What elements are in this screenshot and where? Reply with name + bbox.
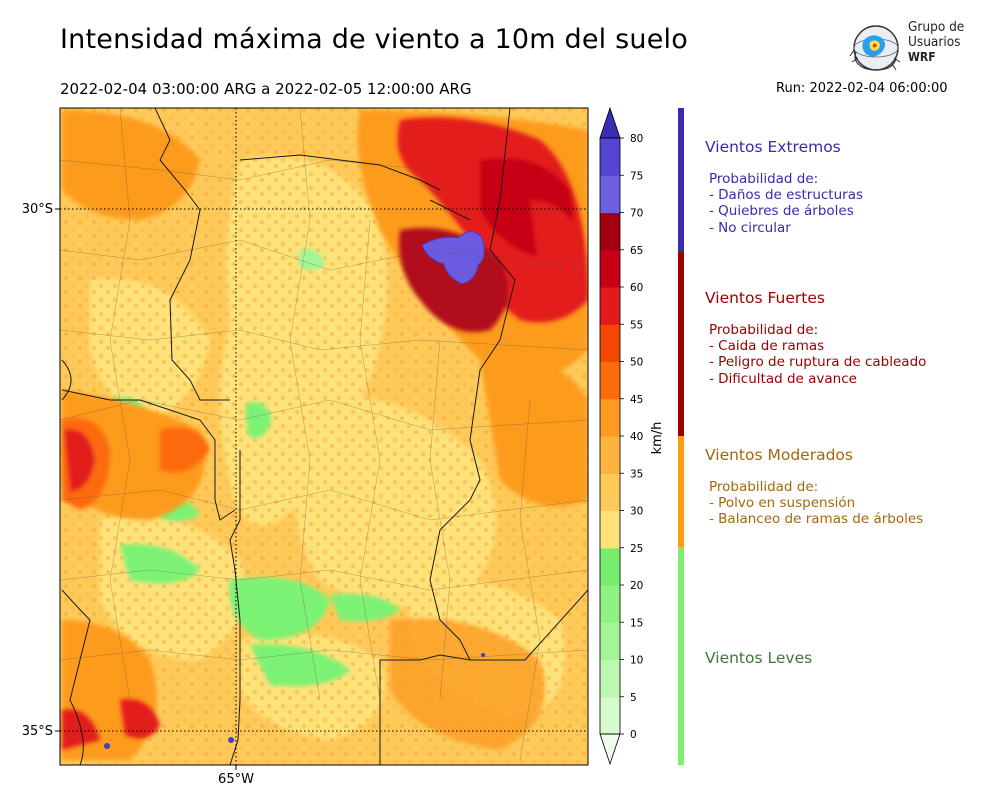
legend-category-title: Vientos Fuertes bbox=[705, 289, 825, 307]
colorbar-segment bbox=[600, 659, 620, 698]
map-title: Intensidad máxima de viento a 10m del su… bbox=[60, 24, 688, 55]
colorbar-segment bbox=[600, 398, 620, 437]
legend-color-bar bbox=[678, 436, 684, 547]
legend-color-bar bbox=[678, 252, 684, 436]
colorbar-segment bbox=[600, 175, 620, 214]
colorbar-segment bbox=[600, 212, 620, 251]
colorbar-tick-label: 5 bbox=[630, 692, 637, 704]
legend-description-line: Probabilidad de: bbox=[709, 171, 819, 187]
colorbar-segment bbox=[600, 622, 620, 661]
colorbar-segment bbox=[600, 510, 620, 549]
colorbar-ticks: 0 5 10 15 20 25 30 35 40 45 50 55 60 65 70 75 80 bbox=[620, 133, 643, 741]
wind-speed-colorbar: 0 5 10 15 20 25 30 35 40 45 50 55 60 65 70 75 80 km/h bbox=[599, 106, 665, 766]
colorbar-segment bbox=[600, 473, 620, 512]
forecast-period: 2022-02-04 03:00:00 ARG a 2022-02-05 12:… bbox=[60, 80, 472, 98]
legend-category-title: Vientos Leves bbox=[705, 649, 813, 667]
wind-map: 30°S 35°S 65°W bbox=[22, 107, 589, 787]
colorbar-tick-label: 60 bbox=[630, 282, 643, 294]
legend-category-title: Vientos Extremos bbox=[705, 138, 841, 156]
colorbar-segment bbox=[600, 287, 620, 325]
colorbar-tick-label: 50 bbox=[630, 357, 643, 369]
colorbar-segments bbox=[599, 106, 621, 766]
model-run-time: Run: 2022-02-04 06:00:00 bbox=[776, 81, 948, 96]
colorbar-tick-label: 30 bbox=[630, 506, 643, 518]
legend-description-line: - Balanceo de ramas de árboles bbox=[709, 511, 924, 528]
legend-description-line: - Peligro de ruptura de cableado bbox=[709, 354, 927, 371]
legend-category-description: Probabilidad de: - Daños de estructuras - … bbox=[709, 171, 863, 236]
colorbar-segment bbox=[600, 361, 620, 400]
colorbar-segment bbox=[600, 585, 620, 623]
legend-description-line: - Daños de estructuras bbox=[709, 187, 864, 204]
legend-description-line: - Polvo en suspensión bbox=[709, 495, 856, 512]
colorbar-max-extension bbox=[599, 106, 621, 139]
logo-line-2: Usuarios bbox=[908, 34, 961, 50]
lat-label-35s: 35°S bbox=[22, 724, 53, 739]
legend-description-line: - Quiebres de árboles bbox=[709, 203, 854, 220]
colorbar-tick-label: 15 bbox=[630, 617, 643, 629]
colorbar-segment bbox=[600, 696, 620, 735]
colorbar-tick-label: 55 bbox=[630, 319, 643, 331]
colorbar-segment bbox=[600, 436, 620, 474]
colorbar-segment bbox=[600, 324, 620, 363]
legend-category-title: Vientos Moderados bbox=[705, 446, 853, 464]
colorbar-tick-label: 0 bbox=[630, 729, 637, 741]
lon-label-65w: 65°W bbox=[218, 772, 254, 787]
colorbar-segment bbox=[600, 547, 620, 586]
colorbar-segment bbox=[600, 138, 620, 176]
colorbar-unit-label: km/h bbox=[650, 422, 665, 455]
logo-line-1: Grupo de bbox=[908, 19, 965, 35]
legend-category-description: Probabilidad de: - Polvo en suspensión - B… bbox=[709, 479, 923, 528]
map-frame bbox=[59, 107, 589, 766]
logo-line-3: WRF bbox=[908, 50, 936, 64]
legend-description-line: - Caida de ramas bbox=[709, 338, 825, 355]
colorbar-tick-label: 20 bbox=[630, 580, 643, 592]
legend-description-line: - Dificultad de avance bbox=[709, 370, 857, 387]
lat-label-30s: 30°S bbox=[22, 202, 53, 217]
department-boundaries bbox=[60, 108, 588, 761]
colorbar-tick-label: 10 bbox=[630, 655, 643, 667]
legend-description-line: Probabilidad de: bbox=[709, 322, 819, 338]
colorbar-tick-label: 40 bbox=[630, 431, 643, 443]
colorbar-tick-label: 65 bbox=[630, 245, 643, 257]
colorbar-min-extension bbox=[599, 733, 621, 766]
colorbar-tick-label: 45 bbox=[630, 394, 643, 406]
colorbar-tick-label: 75 bbox=[630, 170, 643, 182]
colorbar-tick-label: 35 bbox=[630, 468, 643, 480]
colorbar-segment bbox=[600, 249, 620, 288]
graticule-lines bbox=[60, 108, 588, 765]
extreme-wind-core bbox=[421, 231, 485, 285]
colorbar-tick-label: 25 bbox=[630, 543, 643, 555]
colorbar-tick-label: 70 bbox=[630, 208, 643, 220]
globe-satellite-icon bbox=[849, 25, 901, 71]
province-boundaries bbox=[61, 108, 588, 765]
legend-color-bar bbox=[678, 108, 684, 252]
legend-description-line: - No circular bbox=[709, 219, 791, 236]
legend-description-line: Probabilidad de: bbox=[709, 479, 819, 495]
legend-color-bar bbox=[678, 547, 684, 765]
colorbar-tick-label: 80 bbox=[630, 133, 643, 145]
grupo-usuarios-wrf-logo: Grupo de Usuarios WRF bbox=[846, 18, 976, 74]
legend-category-description: Probabilidad de: - Caida de ramas - Peligr… bbox=[709, 322, 926, 387]
